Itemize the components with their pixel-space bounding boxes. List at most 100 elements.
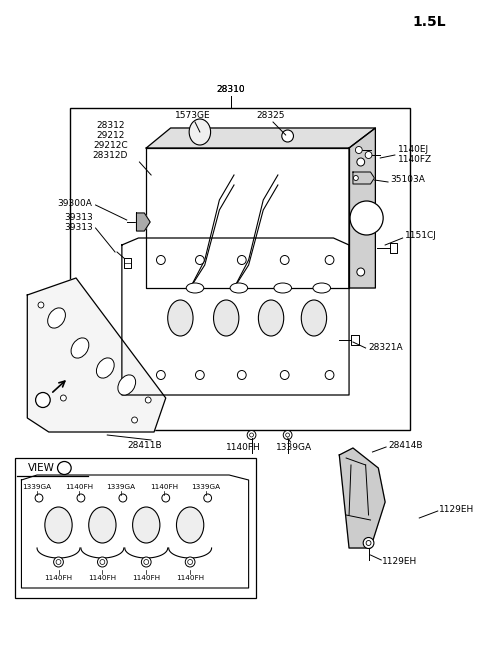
Ellipse shape xyxy=(119,494,127,502)
Ellipse shape xyxy=(357,158,365,166)
Bar xyxy=(70,108,409,430)
Text: 1140FH: 1140FH xyxy=(88,575,117,581)
Ellipse shape xyxy=(282,130,293,142)
Text: VIEW: VIEW xyxy=(27,463,54,473)
Ellipse shape xyxy=(142,557,151,567)
Ellipse shape xyxy=(301,300,326,336)
Ellipse shape xyxy=(38,302,44,308)
Text: 1151CJ: 1151CJ xyxy=(405,231,436,240)
Text: 29212C: 29212C xyxy=(93,141,128,150)
Text: 1140FH: 1140FH xyxy=(132,575,160,581)
Ellipse shape xyxy=(280,371,289,380)
Text: 39313: 39313 xyxy=(64,223,93,233)
Text: 28325: 28325 xyxy=(257,112,285,120)
Polygon shape xyxy=(349,128,375,288)
Text: 1.5L: 1.5L xyxy=(412,15,446,29)
Text: 1339GA: 1339GA xyxy=(107,484,135,490)
Ellipse shape xyxy=(48,308,65,328)
Ellipse shape xyxy=(56,560,61,564)
Ellipse shape xyxy=(58,461,71,474)
Ellipse shape xyxy=(189,119,211,145)
Text: 1140FH: 1140FH xyxy=(176,575,204,581)
Ellipse shape xyxy=(156,371,165,380)
Text: 28312D: 28312D xyxy=(93,152,128,160)
Text: 28312: 28312 xyxy=(96,122,124,131)
Polygon shape xyxy=(146,128,375,148)
Text: 35103A: 35103A xyxy=(390,175,425,185)
Ellipse shape xyxy=(204,494,212,502)
Ellipse shape xyxy=(357,268,365,276)
Ellipse shape xyxy=(355,147,362,154)
Text: 1140FH: 1140FH xyxy=(150,484,178,490)
Ellipse shape xyxy=(286,433,289,437)
Text: 39300A: 39300A xyxy=(58,200,93,208)
Text: 1140FH: 1140FH xyxy=(45,575,72,581)
Ellipse shape xyxy=(36,392,50,407)
Text: 28310: 28310 xyxy=(217,85,245,95)
Polygon shape xyxy=(353,172,374,184)
Text: 1140FH: 1140FH xyxy=(227,443,261,453)
Ellipse shape xyxy=(280,256,289,265)
Ellipse shape xyxy=(54,557,63,567)
Ellipse shape xyxy=(195,371,204,380)
Ellipse shape xyxy=(230,283,248,293)
Text: A: A xyxy=(40,396,46,405)
Ellipse shape xyxy=(188,560,192,564)
Ellipse shape xyxy=(274,283,291,293)
Ellipse shape xyxy=(162,494,169,502)
Polygon shape xyxy=(136,213,150,231)
Ellipse shape xyxy=(325,371,334,380)
Ellipse shape xyxy=(132,417,137,423)
Ellipse shape xyxy=(144,560,149,564)
Text: 28310: 28310 xyxy=(217,85,245,95)
Text: 1339GA: 1339GA xyxy=(23,484,52,490)
Text: 1573GE: 1573GE xyxy=(175,112,211,120)
Bar xyxy=(14,458,256,598)
Ellipse shape xyxy=(60,395,66,401)
Ellipse shape xyxy=(313,283,331,293)
Ellipse shape xyxy=(185,557,195,567)
Text: 1129EH: 1129EH xyxy=(439,505,474,514)
Ellipse shape xyxy=(97,557,107,567)
Ellipse shape xyxy=(71,338,89,358)
Ellipse shape xyxy=(132,507,160,543)
Polygon shape xyxy=(27,278,166,432)
Text: 39313: 39313 xyxy=(64,214,93,223)
Ellipse shape xyxy=(350,201,383,235)
Ellipse shape xyxy=(247,430,256,440)
Ellipse shape xyxy=(118,375,136,395)
Ellipse shape xyxy=(238,256,246,265)
Text: A: A xyxy=(61,463,67,472)
Ellipse shape xyxy=(45,507,72,543)
Ellipse shape xyxy=(363,537,374,549)
Text: 1140EJ: 1140EJ xyxy=(398,145,429,154)
Ellipse shape xyxy=(353,175,358,181)
Text: 1129EH: 1129EH xyxy=(382,558,418,566)
Polygon shape xyxy=(339,448,385,548)
Ellipse shape xyxy=(366,541,371,545)
Ellipse shape xyxy=(156,256,165,265)
Ellipse shape xyxy=(214,300,239,336)
Ellipse shape xyxy=(186,283,204,293)
Text: 28411B: 28411B xyxy=(127,440,162,449)
Ellipse shape xyxy=(365,152,372,158)
Ellipse shape xyxy=(258,300,284,336)
Ellipse shape xyxy=(168,300,193,336)
Ellipse shape xyxy=(283,430,292,440)
Ellipse shape xyxy=(177,507,204,543)
Ellipse shape xyxy=(238,371,246,380)
Text: 1140FH: 1140FH xyxy=(65,484,93,490)
Ellipse shape xyxy=(195,256,204,265)
Ellipse shape xyxy=(100,560,105,564)
Text: 28414B: 28414B xyxy=(388,440,422,449)
Ellipse shape xyxy=(77,494,85,502)
Ellipse shape xyxy=(325,256,334,265)
Text: 1140FZ: 1140FZ xyxy=(398,156,432,164)
Text: 29212: 29212 xyxy=(96,131,124,141)
Text: 1339GA: 1339GA xyxy=(191,484,220,490)
Ellipse shape xyxy=(35,494,43,502)
Ellipse shape xyxy=(145,397,151,403)
Ellipse shape xyxy=(89,507,116,543)
Text: 1339GA: 1339GA xyxy=(276,443,312,451)
Text: 28321A: 28321A xyxy=(369,344,403,353)
